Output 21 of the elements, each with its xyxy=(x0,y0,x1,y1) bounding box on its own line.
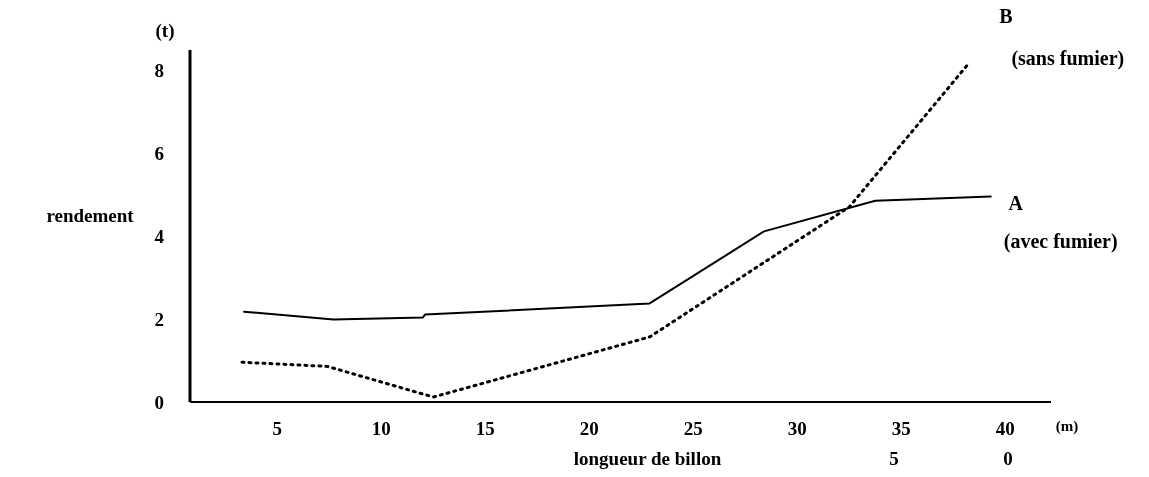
x-tick-label: 30 xyxy=(787,418,807,440)
y-tick-label: 4 xyxy=(154,226,165,248)
x-tick-label: 15 xyxy=(475,418,495,440)
x-tick-label: 20 xyxy=(579,418,599,440)
x-tick-label: 10 xyxy=(371,418,391,440)
text: (t) xyxy=(155,20,175,43)
series-label: A (avec fumier) xyxy=(1003,192,1118,254)
y-tick-label: 0 xyxy=(154,391,164,413)
x-tick-label: 40 xyxy=(995,418,1015,440)
x-tick-label: 25 xyxy=(683,418,703,440)
y-tick-label: 8 xyxy=(154,60,164,82)
y-axis-title: rendement xyxy=(46,205,135,227)
series-label: B (sans fumier) xyxy=(999,5,1125,71)
x-tick-label: 35 xyxy=(891,418,911,440)
text: (m) xyxy=(1055,418,1079,436)
text: 5 xyxy=(889,448,899,470)
y-tick-label: 6 xyxy=(154,143,164,165)
x-axis-title: longueur de billon xyxy=(573,448,722,470)
x-tick-label: 5 xyxy=(272,418,283,440)
y-tick-label: 2 xyxy=(154,308,164,330)
text: 0 xyxy=(1003,448,1013,470)
